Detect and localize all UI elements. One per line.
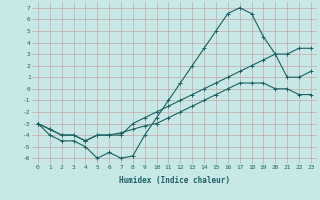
X-axis label: Humidex (Indice chaleur): Humidex (Indice chaleur) (119, 176, 230, 185)
